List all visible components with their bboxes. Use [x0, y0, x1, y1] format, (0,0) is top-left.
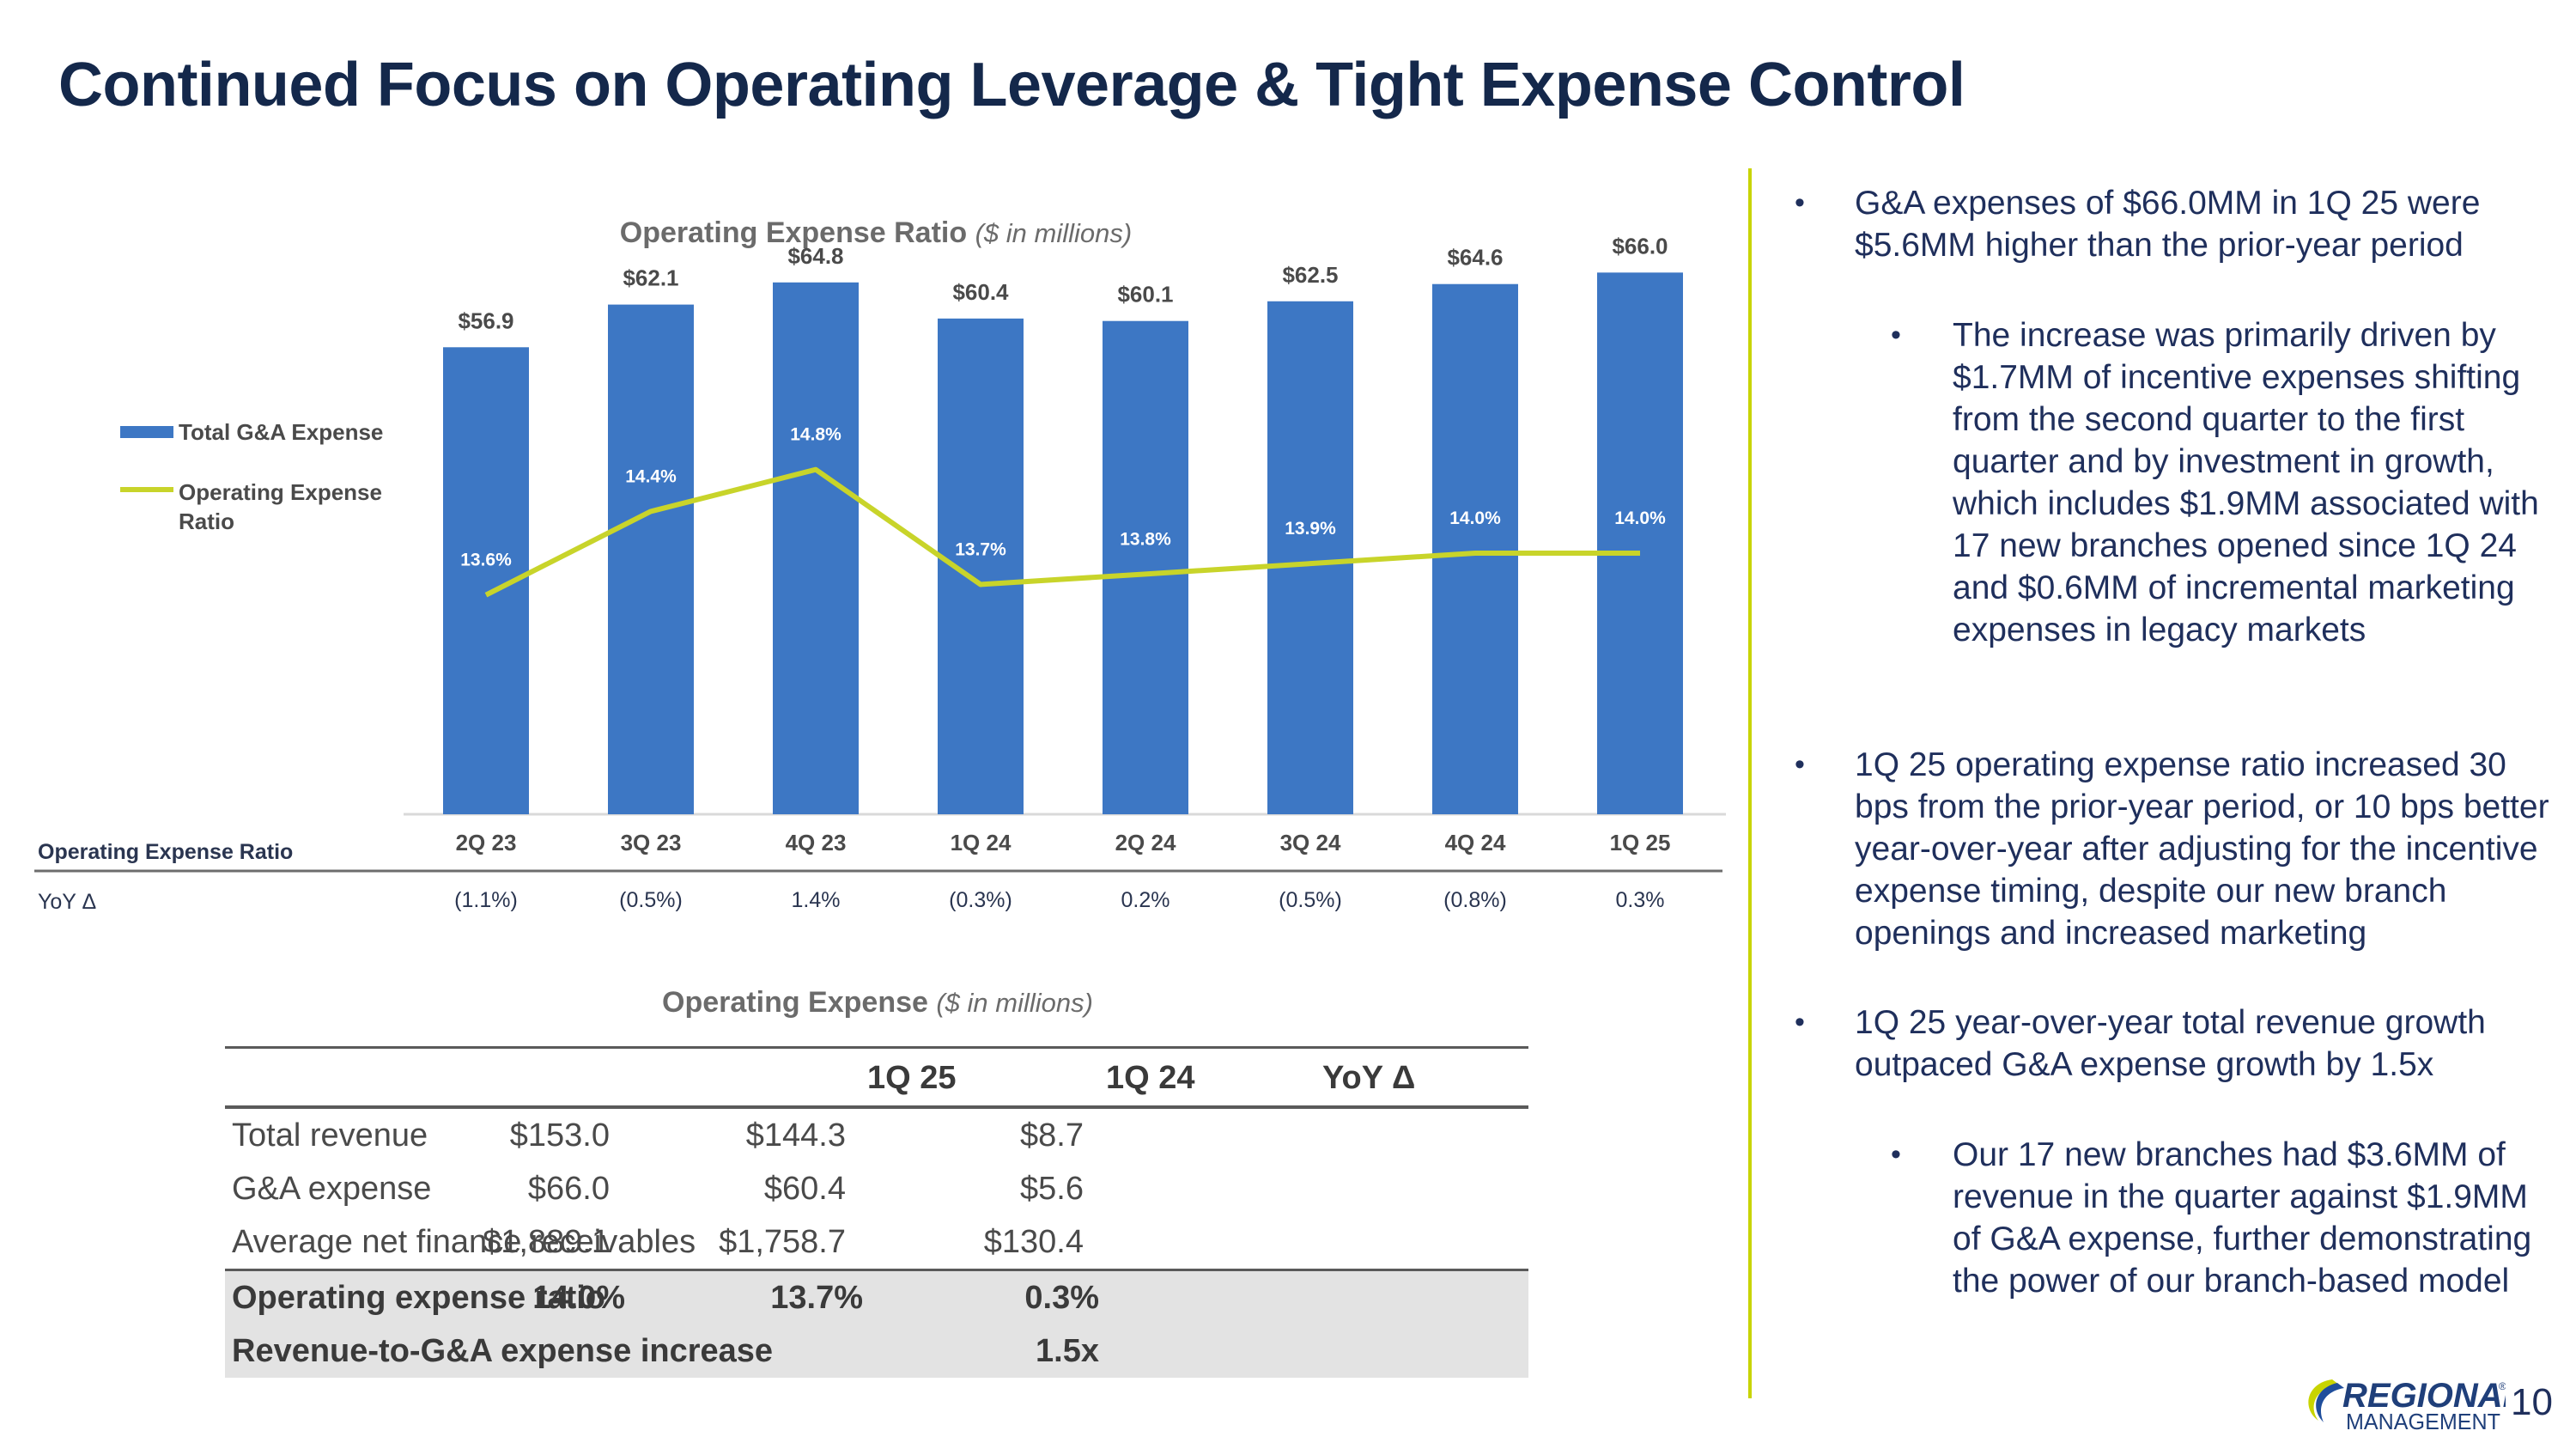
yoy-value: (0.8%) [1443, 888, 1507, 912]
table-title-unit: ($ in millions) [936, 988, 1093, 1018]
cell-1q25: $66.0 [527, 1171, 610, 1207]
table-row-ga-expense: G&A expense $66.0 $60.4 $5.6 [225, 1162, 1528, 1215]
ratio-value-label: 14.0% [1449, 508, 1501, 528]
table-title: Operating Expense ($ in millions) [225, 986, 1530, 1020]
cell-1q24: $1,758.7 [719, 1224, 846, 1260]
yoy-value: 0.2% [1121, 888, 1170, 912]
chart-title-unit: ($ in millions) [975, 218, 1133, 248]
yoy-value: 0.3% [1615, 888, 1665, 912]
row-label: Total revenue [232, 1117, 428, 1154]
bullet-opex-ratio: • 1Q 25 operating expense ratio increase… [1795, 744, 2550, 954]
page-title: Continued Focus on Operating Leverage & … [58, 51, 1965, 119]
ratio-value-label: 13.9% [1285, 519, 1336, 539]
table-row-total-revenue: Total revenue $153.0 $144.3 $8.7 [225, 1109, 1528, 1162]
category-label: 1Q 24 [951, 830, 1012, 855]
row-label: Average net finance receivables [232, 1224, 696, 1260]
column-header-1q24: 1Q 24 [1106, 1060, 1195, 1096]
table-header-row: 1Q 25 1Q 24 YoY Δ [225, 1049, 1528, 1109]
legend-swatch-bar [120, 426, 173, 438]
ratio-value-label: 13.8% [1120, 529, 1171, 549]
bullet-dot: • [1891, 319, 1901, 351]
category-label: 1Q 25 [1610, 830, 1671, 855]
yoy-value: 1.4% [791, 888, 841, 912]
bar-value-label: $66.0 [1612, 233, 1668, 259]
table-row-label: Operating Expense Ratio [38, 840, 294, 864]
category-label: 3Q 24 [1280, 830, 1341, 855]
bullet-dot: • [1795, 1006, 1805, 1038]
regional-management-logo: REGIONAL ® MANAGEMENT [2308, 1377, 2506, 1434]
bullet-ga-expenses: • G&A expenses of $66.0MM in 1Q 25 were … [1795, 182, 2550, 266]
cell-1q25: 14.0% [532, 1280, 625, 1316]
bar-2q-24 [1103, 320, 1188, 814]
category-label: 3Q 23 [621, 830, 682, 855]
cell-yoy: 1.5x [1036, 1333, 1099, 1369]
operating-expense-ratio-chart: $56.9 $62.1 $64.8 $60.4 $60.1 $62.5 $64.6 $66.0… [34, 233, 1726, 873]
category-label: 4Q 23 [786, 830, 847, 855]
column-header-yoy: YoY Δ [1322, 1060, 1416, 1096]
yoy-value: (0.5%) [619, 888, 683, 912]
yoy-value: (0.5%) [1279, 888, 1342, 912]
row-label: Operating expense ratio [232, 1280, 606, 1316]
table-row-revenue-to-ga: Revenue-to-G&A expense increase 1.5x [225, 1324, 1528, 1378]
category-label: 2Q 24 [1115, 830, 1176, 855]
logo-text-management: MANAGEMENT [2346, 1409, 2500, 1434]
ratio-value-label: 14.0% [1614, 508, 1666, 528]
bar-4q-23 [773, 282, 859, 814]
cell-1q25: $153.0 [509, 1117, 610, 1154]
ratio-value-label: 14.4% [625, 466, 677, 486]
legend-label-line: Operating Expense Ratio [179, 479, 382, 534]
cell-1q24: 13.7% [770, 1280, 863, 1316]
cell-1q24: $144.3 [745, 1117, 846, 1154]
bar-3q-24 [1267, 301, 1353, 814]
yoy-row-label: YoY Δ [38, 890, 97, 914]
table-row-receivables: Average net finance receivables $1,889.1… [225, 1215, 1528, 1271]
bullet-revenue-growth: • 1Q 25 year-over-year total revenue gro… [1795, 1002, 2550, 1086]
ratio-value-label: 14.8% [790, 425, 841, 445]
sub-bullet-increase-drivers: • The increase was primarily driven by $… [1891, 314, 2552, 651]
bar-value-label: $60.4 [952, 279, 1009, 305]
yoy-value: (1.1%) [454, 888, 518, 912]
bullet-dot: • [1891, 1138, 1901, 1171]
sub-bullet-new-branches: • Our 17 new branches had $3.6MM of reve… [1891, 1134, 2552, 1302]
cell-yoy: $5.6 [1020, 1171, 1084, 1207]
cell-yoy: 0.3% [1024, 1280, 1099, 1316]
row-label: Revenue-to-G&A expense increase [232, 1333, 774, 1369]
category-label: 2Q 23 [456, 830, 517, 855]
bullet-dot: • [1795, 748, 1805, 781]
bar-value-label: $56.9 [458, 307, 513, 333]
logo-registered-mark: ® [2499, 1380, 2506, 1392]
column-header-1q25: 1Q 25 [867, 1060, 957, 1096]
logo-text-regional: REGIONAL [2342, 1377, 2506, 1415]
yoy-value: (0.3%) [949, 888, 1012, 912]
bar-value-label: $62.5 [1282, 262, 1338, 288]
logo-swoosh-blue [2316, 1383, 2344, 1422]
bar-value-label: $64.6 [1447, 245, 1503, 271]
ratio-value-label: 13.6% [460, 551, 512, 570]
bullet-dot: • [1795, 186, 1805, 219]
category-label: 4Q 24 [1445, 830, 1506, 855]
logo-swoosh-green [2308, 1379, 2339, 1421]
cell-1q25: $1,889.1 [483, 1224, 610, 1260]
cell-yoy: $130.4 [983, 1224, 1084, 1260]
bar-3q-23 [608, 304, 694, 815]
cell-1q24: $60.4 [763, 1171, 846, 1207]
ratio-line [484, 466, 1640, 598]
vertical-divider [1748, 168, 1752, 1398]
bar-4q-24 [1432, 283, 1518, 814]
ratio-value-label: 13.7% [955, 539, 1006, 559]
chart-title: Operating Expense Ratio ($ in millions) [0, 216, 1752, 250]
bar-value-label: $62.1 [623, 265, 678, 291]
row-label: G&A expense [232, 1171, 432, 1207]
legend-label-bar: Total G&A Expense [179, 419, 383, 445]
bar-value-label: $64.8 [787, 243, 843, 269]
page-number: 10 [2511, 1381, 2553, 1423]
bar-1q-25 [1597, 272, 1683, 814]
table-row-operating-expense-ratio: Operating expense ratio 14.0% 13.7% 0.3% [225, 1271, 1528, 1324]
operating-expense-table: 1Q 25 1Q 24 YoY Δ Total revenue $153.0 $… [225, 1046, 1528, 1378]
cell-yoy: $8.7 [1020, 1117, 1084, 1154]
bar-value-label: $60.1 [1117, 282, 1173, 307]
table-title-main: Operating Expense [662, 986, 928, 1019]
chart-title-main: Operating Expense Ratio [619, 216, 968, 249]
